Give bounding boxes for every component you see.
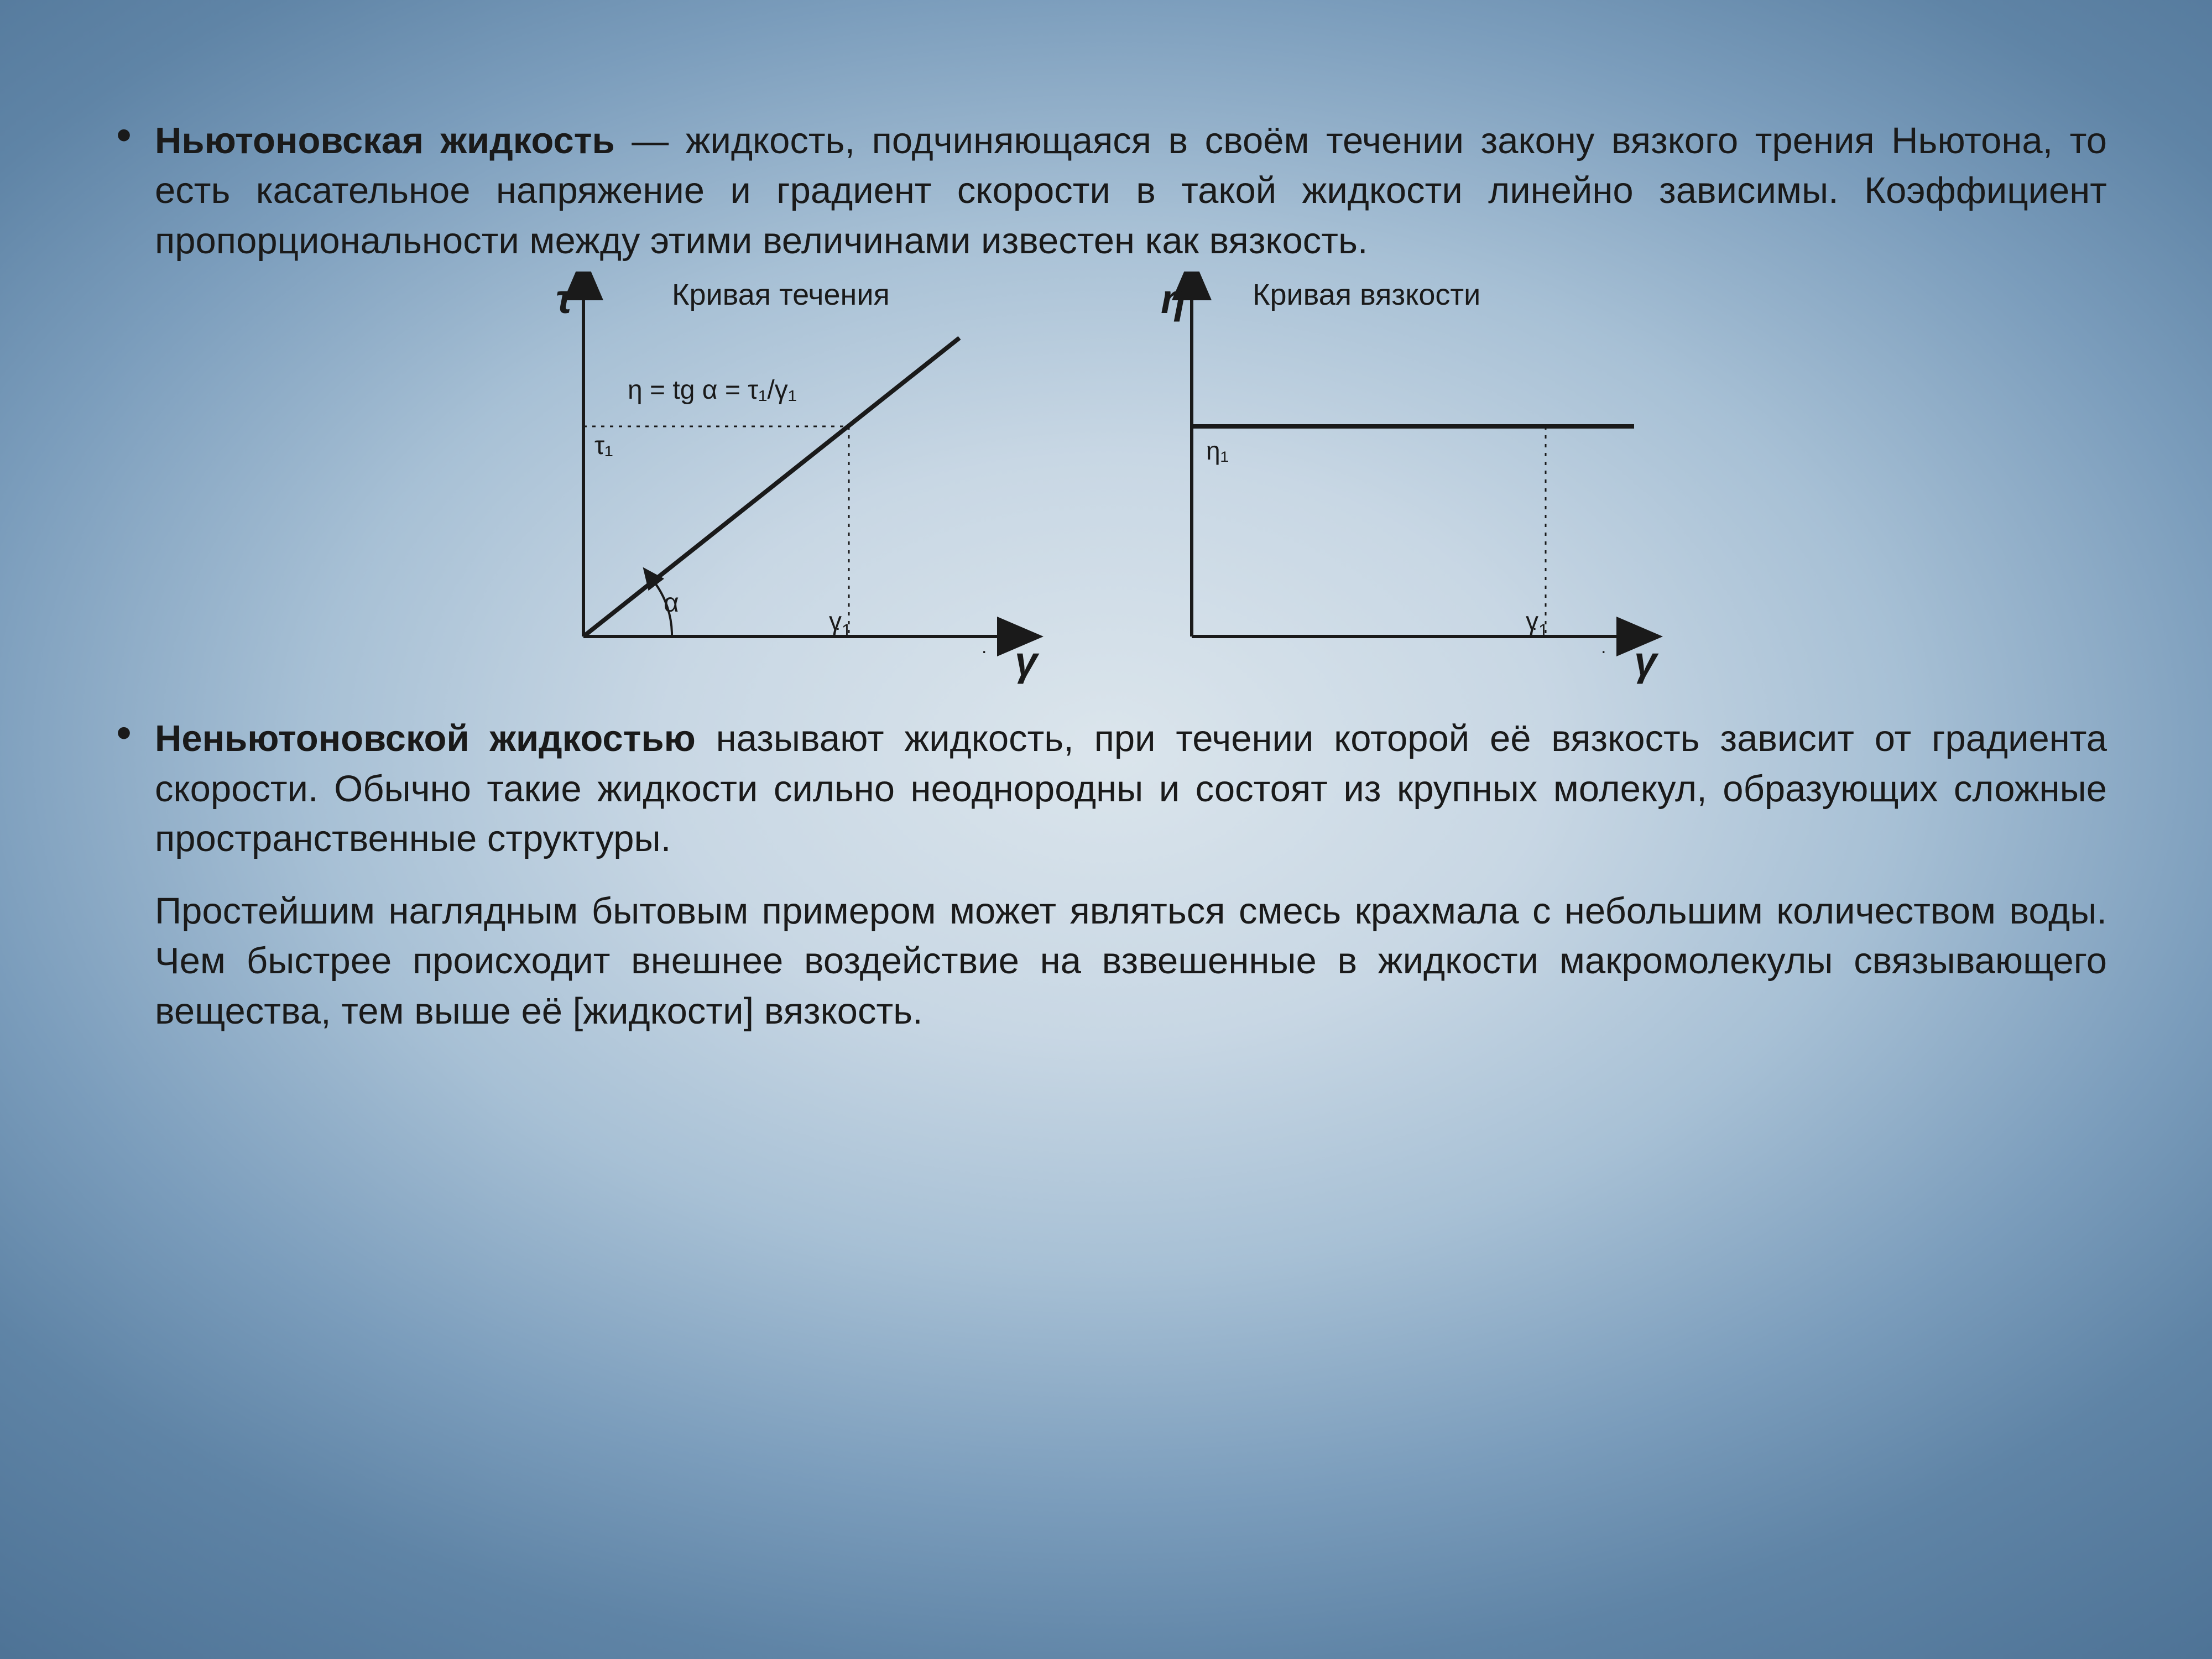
flow-gamma1-label: γ1 bbox=[829, 607, 852, 640]
paragraph-nonnewtonian: Неньютоновской жидкостью называют жидкос… bbox=[155, 714, 2107, 864]
viscosity-y-label: η bbox=[1161, 276, 1186, 322]
viscosity-title: Кривая вязкости bbox=[1253, 278, 1480, 311]
viscosity-x-label: γ bbox=[1634, 638, 1659, 684]
term-nonnewtonian: Неньютоновской жидкостью bbox=[155, 718, 696, 759]
diagrams-svg: Кривая течения τ γ . τ₁ bbox=[495, 272, 1767, 692]
flow-tau1-label: τ₁ bbox=[594, 431, 613, 460]
flow-title: Кривая течения bbox=[672, 278, 890, 311]
paragraph-example: Простейшим наглядным бытовым примером мо… bbox=[105, 886, 2107, 1036]
flow-formula: η = tg α = τ₁/γ₁ bbox=[628, 375, 797, 405]
viscosity-gamma1-label: γ1 bbox=[1526, 607, 1548, 640]
paragraph-newtonian: Ньютоновская жидкость — жидкость, подчин… bbox=[155, 116, 2107, 266]
viscosity-x-label-dot: . bbox=[1601, 637, 1606, 658]
bullet-list: Ньютоновская жидкость — жидкость, подчин… bbox=[105, 116, 2107, 864]
viscosity-eta1-label: η₁ bbox=[1206, 436, 1229, 465]
bullet-newtonian: Ньютоновская жидкость — жидкость, подчин… bbox=[105, 116, 2107, 692]
term-newtonian: Ньютоновская жидкость bbox=[155, 120, 615, 161]
flow-x-label: γ bbox=[1015, 638, 1040, 684]
bullet-nonnewtonian: Неньютоновской жидкостью называют жидкос… bbox=[105, 714, 2107, 864]
flow-alpha-label: α bbox=[664, 588, 679, 618]
flow-y-label: τ bbox=[556, 276, 575, 322]
flow-x-label-dot: . bbox=[982, 637, 987, 658]
slide: Ньютоновская жидкость — жидкость, подчин… bbox=[0, 0, 2212, 1659]
diagram-row: Кривая течения τ γ . τ₁ bbox=[155, 272, 2107, 692]
